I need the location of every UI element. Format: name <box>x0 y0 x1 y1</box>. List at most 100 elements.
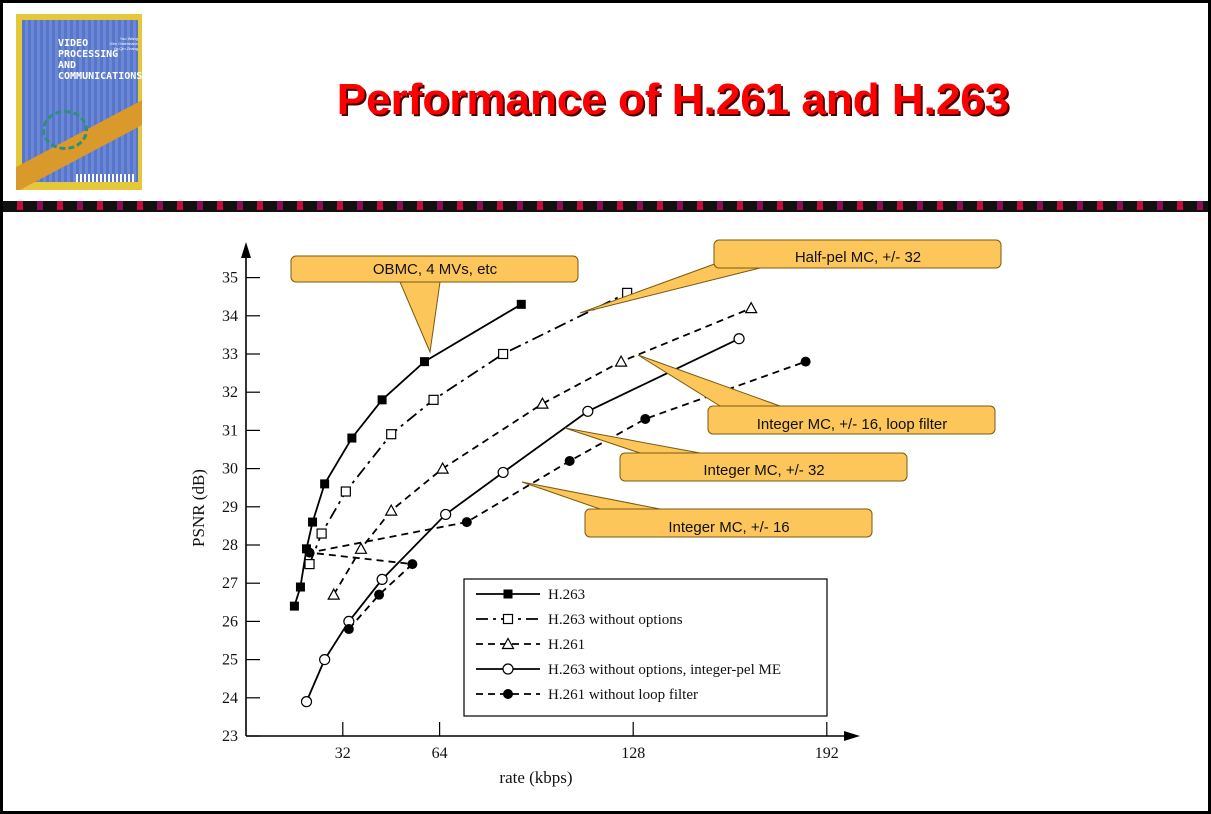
callout-label: Half-pel MC, +/- 32 <box>795 249 921 266</box>
series-line <box>309 360 806 630</box>
marker-open-circle <box>502 663 514 675</box>
chart-callouts: OBMC, 4 MVs, etc Half-pel MC, +/- 32 Integ… <box>290 239 1002 538</box>
series-3 <box>327 301 758 600</box>
marker-filled-circle <box>304 547 315 558</box>
marker-open-square <box>498 348 509 360</box>
marker-open-triangle <box>501 637 515 650</box>
y-tick-label: 27 <box>222 575 238 592</box>
legend-label: H.263 without options <box>548 612 683 628</box>
callout-label: Integer MC, +/- 16, loop filter <box>757 416 948 433</box>
series-5 <box>304 356 811 635</box>
y-tick-label: 26 <box>222 613 238 630</box>
callout-pointer <box>521 481 661 510</box>
callout-5: Integer MC, +/- 16 <box>521 481 873 538</box>
marker-open-triangle <box>436 461 450 474</box>
y-tick-label: 30 <box>222 461 238 478</box>
marker-filled-square <box>347 433 357 443</box>
marker-open-circle <box>319 653 331 666</box>
legend-label: H.263 without options, integer-pel ME <box>548 662 781 678</box>
marker-filled-square <box>295 582 305 592</box>
book-cover-image: Yao Wang Jörn Ostermann Ya-Qin Zhang VID… <box>16 14 142 190</box>
marker-filled-square <box>308 517 318 527</box>
marker-open-square <box>316 528 327 539</box>
callout-4: Integer MC, +/- 32 <box>564 427 908 482</box>
marker-open-triangle <box>384 503 398 516</box>
x-tick-label: 32 <box>335 745 351 762</box>
callout-1: OBMC, 4 MVs, etc <box>290 255 579 354</box>
marker-filled-circle <box>800 356 811 367</box>
x-axis-title: rate (kbps) <box>499 768 572 787</box>
marker-filled-circle <box>374 589 385 600</box>
y-tick-label: 34 <box>222 308 238 325</box>
y-axis-arrow <box>241 242 251 258</box>
callout-pointer <box>399 281 441 354</box>
y-tick-label: 29 <box>222 499 238 516</box>
marker-open-triangle <box>327 587 341 600</box>
callout-label: Integer MC, +/- 16 <box>668 519 789 536</box>
book-authors: Yao Wang Jörn Ostermann Ya-Qin Zhang <box>109 36 138 51</box>
legend-label: H.261 without loop filter <box>548 687 698 703</box>
callout-pointer <box>579 261 761 314</box>
marker-open-triangle <box>535 396 549 409</box>
callout-2: Half-pel MC, +/- 32 <box>579 239 1002 314</box>
callout-box <box>713 239 1002 269</box>
marker-open-circle <box>733 333 745 345</box>
callout-3: Integer MC, +/- 16, loop filter <box>637 354 996 435</box>
marker-open-circle <box>376 573 388 585</box>
marker-filled-circle <box>343 624 354 635</box>
series-2 <box>304 287 633 570</box>
marker-open-triangle <box>354 542 368 554</box>
slide-title: Performance of H.261 and H.263 <box>336 75 1010 124</box>
marker-open-square <box>304 558 315 570</box>
y-tick-label: 23 <box>222 728 238 745</box>
book-cover-title: VIDEO PROCESSING AND COMMUNICATIONS <box>58 38 142 82</box>
marker-filled-circle <box>640 413 651 424</box>
marker-open-triangle <box>614 354 628 367</box>
callout-box <box>290 255 579 283</box>
series-4 <box>300 333 745 708</box>
y-tick-label: 25 <box>222 652 238 669</box>
marker-open-square <box>502 613 514 625</box>
x-axis-arrow <box>844 731 860 741</box>
y-tick-label: 32 <box>222 384 238 401</box>
marker-open-circle <box>440 508 452 521</box>
callout-box <box>619 452 908 482</box>
y-tick-label: 28 <box>222 537 238 554</box>
chart-legend: H.263 H.263 without options H.261 H.263 wit… <box>463 578 828 717</box>
marker-filled-square <box>377 395 387 405</box>
legend-label: H.261 <box>548 637 585 653</box>
callout-box <box>707 405 996 435</box>
marker-filled-square <box>289 601 299 611</box>
callout-pointer <box>564 427 701 454</box>
marker-filled-square <box>503 589 513 599</box>
marker-filled-circle <box>407 559 418 570</box>
marker-filled-circle <box>461 517 472 528</box>
y-tick-label: 35 <box>222 270 238 287</box>
marker-filled-square <box>516 299 526 309</box>
marker-filled-circle <box>503 689 513 699</box>
y-tick-label: 31 <box>222 422 238 439</box>
marker-open-circle <box>582 405 594 417</box>
y-axis-title: PSNR (dB) <box>189 469 208 547</box>
callout-label: OBMC, 4 MVs, etc <box>373 261 498 278</box>
series-line <box>293 303 522 607</box>
x-tick-label: 64 <box>432 745 448 762</box>
marker-open-square <box>428 394 439 405</box>
marker-filled-square <box>320 479 330 489</box>
callout-label: Integer MC, +/- 32 <box>703 462 824 479</box>
chart-axes: 23 24 25 26 27 28 29 30 31 32 33 34 35 32 64 128 192 rate… <box>189 242 860 787</box>
marker-open-circle <box>300 696 313 708</box>
marker-open-triangle <box>744 301 758 314</box>
marker-filled-square <box>419 357 429 367</box>
series-line <box>305 337 740 702</box>
y-tick-label: 24 <box>222 690 238 707</box>
y-tick-label: 33 <box>222 346 238 363</box>
callout-pointer <box>637 354 781 407</box>
callout-box <box>584 508 873 538</box>
marker-open-square <box>386 429 397 440</box>
legend-label: H.263 <box>548 587 585 603</box>
title-divider <box>3 201 1208 210</box>
x-tick-label: 192 <box>815 745 839 762</box>
chart-series <box>289 287 811 708</box>
